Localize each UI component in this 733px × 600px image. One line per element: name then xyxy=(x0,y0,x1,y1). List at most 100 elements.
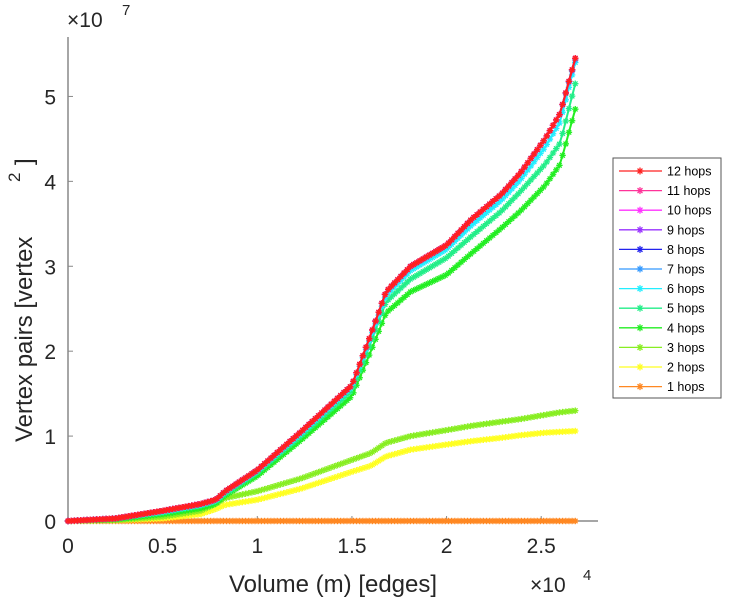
data-point-marker xyxy=(372,317,379,325)
data-point-marker xyxy=(568,92,576,100)
legend-marker-icon xyxy=(636,206,644,214)
x-ticks: 0 0.5 1 1.5 2 2.5 xyxy=(62,516,556,558)
data-point-marker xyxy=(521,163,528,171)
data-point-marker xyxy=(553,166,560,174)
data-point-marker xyxy=(556,111,563,118)
y-tick-label: 3 xyxy=(44,256,56,279)
y-tick-label: 0 xyxy=(44,511,56,534)
data-point-marker xyxy=(559,130,566,137)
legend-label: 9 hops xyxy=(667,223,705,237)
data-point-marker xyxy=(572,427,579,435)
series-5-hops xyxy=(64,80,579,525)
y-axis-title: Vertex pairs [vertex xyxy=(11,237,38,442)
data-point-marker xyxy=(518,168,525,175)
series-9-hops xyxy=(64,55,579,525)
series-10-hops xyxy=(64,55,579,525)
data-point-marker xyxy=(562,89,569,97)
data-point-marker xyxy=(546,154,554,161)
legend-marker-icon xyxy=(636,167,644,175)
legend-label: 12 hops xyxy=(667,165,711,179)
data-point-marker xyxy=(572,407,579,414)
x-tick-label: 2 xyxy=(441,535,453,558)
legend-label: 11 hops xyxy=(667,184,711,198)
data-point-marker xyxy=(369,326,376,334)
data-point-marker xyxy=(486,234,493,242)
series-line xyxy=(67,62,577,522)
data-point-marker xyxy=(562,117,569,125)
data-point-marker xyxy=(293,486,300,494)
series-8-hops xyxy=(64,55,579,525)
series-line xyxy=(67,57,577,522)
series-line xyxy=(67,57,577,522)
data-point-marker xyxy=(524,159,531,166)
data-point-marker xyxy=(442,272,449,279)
series-line xyxy=(67,409,576,522)
data-point-marker xyxy=(549,122,557,129)
legend-marker-icon xyxy=(636,245,644,253)
series-12-hops xyxy=(64,55,579,525)
data-point-marker xyxy=(543,158,550,166)
x-tick-label: 0 xyxy=(62,535,74,558)
legend-marker-icon xyxy=(636,363,644,371)
data-point-marker xyxy=(565,78,573,85)
x-tick-label: 1 xyxy=(251,535,263,558)
y-ticks: 0 1 2 3 4 5 xyxy=(44,86,73,534)
y-tick-label: 4 xyxy=(44,171,56,194)
y-axis-title-superscript: 2 xyxy=(5,173,24,182)
data-point-marker xyxy=(572,105,579,113)
legend-marker-icon xyxy=(636,343,644,351)
data-point-marker xyxy=(315,468,322,476)
data-point-marker xyxy=(366,335,373,342)
data-point-marker xyxy=(572,55,579,62)
data-point-marker xyxy=(546,175,554,182)
legend-label: 2 hops xyxy=(667,361,705,375)
x-tick-label: 2.5 xyxy=(527,535,556,558)
legend-label: 4 hops xyxy=(667,321,705,335)
data-point-marker xyxy=(562,140,569,148)
y-tick-label: 2 xyxy=(44,341,56,364)
data-point-marker xyxy=(540,137,547,145)
data-point-marker xyxy=(556,140,563,148)
data-point-marker xyxy=(546,127,554,134)
data-point-marker xyxy=(568,117,576,124)
series-line xyxy=(67,57,577,522)
x-axis-title: Volume (m) [edges] xyxy=(229,571,437,598)
data-point-marker xyxy=(537,187,544,194)
data-point-marker xyxy=(521,203,528,210)
legend-label: 3 hops xyxy=(667,341,705,355)
x-tick-label: 1.5 xyxy=(337,535,366,558)
series-6-hops xyxy=(64,59,579,525)
data-point-marker xyxy=(537,142,544,149)
legend-label: 6 hops xyxy=(667,282,705,296)
data-point-marker xyxy=(565,129,573,136)
data-point-marker xyxy=(553,116,560,124)
legend: 12 hops 11 hops 10 hops 9 hops 8 hops 7 hops 6… xyxy=(612,157,722,399)
data-point-marker xyxy=(378,300,386,307)
x-multiplier-exponent: 4 xyxy=(583,567,591,584)
data-point-marker xyxy=(381,291,389,298)
legend-marker-icon xyxy=(636,304,644,312)
y-multiplier-exponent: 7 xyxy=(122,2,130,19)
y-tick-label: 5 xyxy=(44,86,56,109)
data-point-marker xyxy=(375,308,382,316)
series-group xyxy=(64,55,579,525)
data-point-marker xyxy=(559,101,566,108)
data-point-marker xyxy=(527,155,535,162)
legend-marker-icon xyxy=(636,265,644,273)
legend-marker-icon xyxy=(636,285,644,293)
data-point-marker xyxy=(568,66,576,73)
series-line xyxy=(67,83,577,522)
data-point-marker xyxy=(549,171,557,178)
legend-marker-icon xyxy=(636,383,644,391)
data-point-marker xyxy=(356,361,363,368)
legend-marker-icon xyxy=(636,226,644,234)
data-point-marker xyxy=(559,152,566,159)
data-point-marker xyxy=(572,80,579,87)
legend-label: 1 hops xyxy=(667,380,705,394)
series-11-hops xyxy=(64,55,579,525)
data-point-marker xyxy=(359,352,367,359)
data-point-marker xyxy=(553,145,560,152)
legend-label: 10 hops xyxy=(667,204,711,218)
data-point-marker xyxy=(353,369,360,376)
data-point-marker xyxy=(362,343,370,351)
